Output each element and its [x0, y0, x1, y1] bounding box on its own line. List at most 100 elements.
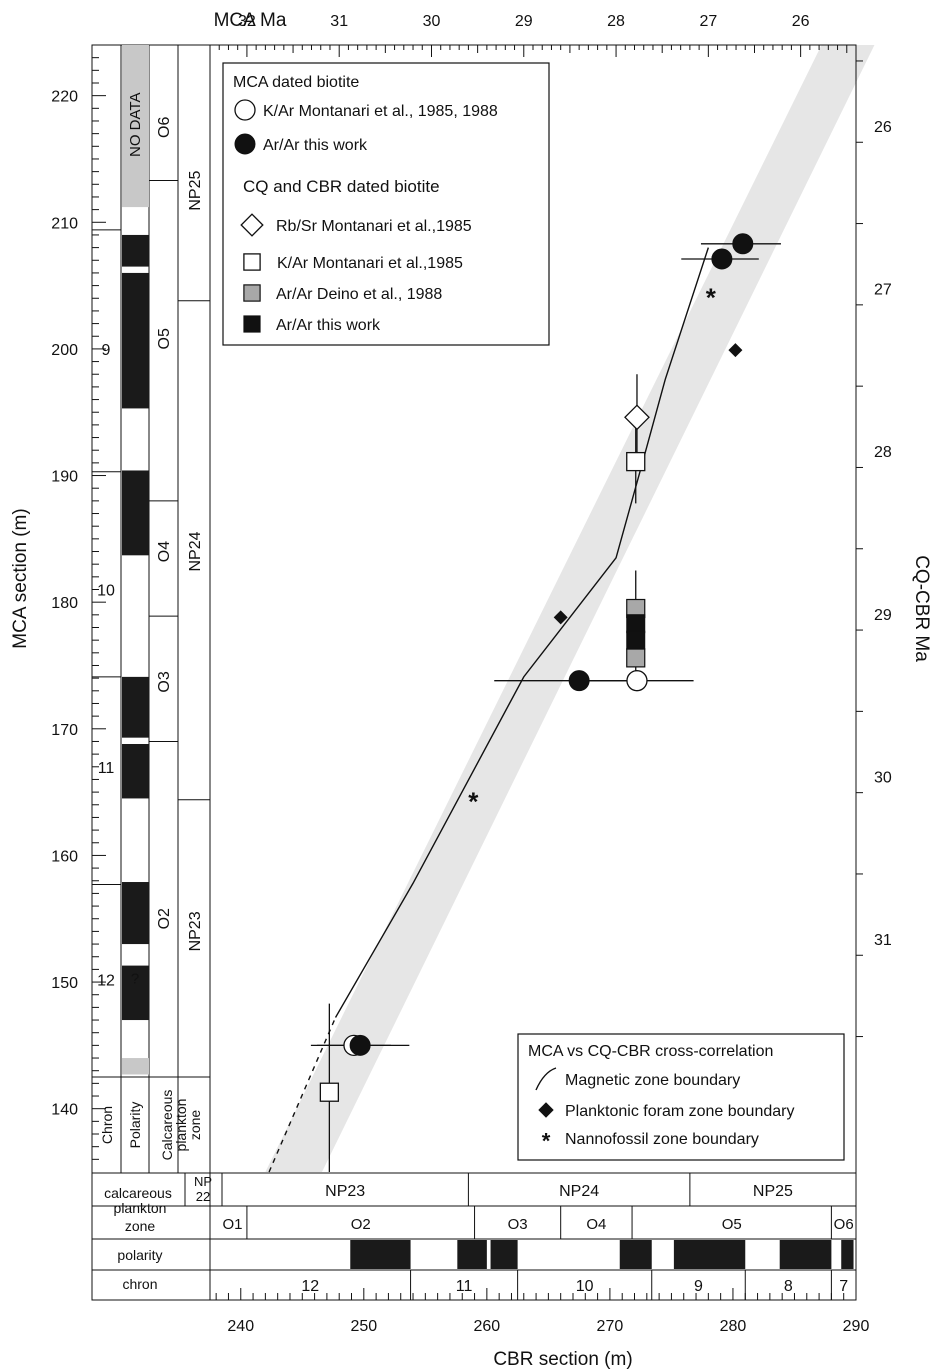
legend-correlation-box [517, 1033, 845, 1161]
polarity-question-mark: ? [131, 970, 139, 987]
header-plankton-line1: Calcareous [159, 1090, 175, 1161]
bottom-polarity-block [673, 1240, 746, 1269]
polarity-normal-block [122, 234, 149, 267]
right-tick-label: 27 [874, 282, 892, 299]
header-plankton-line2: plankton [173, 1099, 189, 1152]
legend-dated-biotite-box [222, 62, 550, 346]
ar-ar-deino-marker [626, 648, 646, 668]
magnetic-correlation-line [334, 247, 710, 1018]
outer-frame [91, 44, 857, 1301]
top-tick-label: 32 [238, 13, 256, 30]
bottom-tick-label: 240 [227, 1318, 254, 1335]
bottom-polarity-block [350, 1240, 411, 1269]
polarity-nodata-block [122, 45, 149, 208]
right-tick-label: 30 [874, 769, 892, 786]
no-data-label: NO DATA [127, 93, 144, 157]
ar-ar-cq-marker [243, 315, 261, 333]
bottom-nanno-zone-label: NP23 [325, 1183, 365, 1200]
legend-item-label: Ar/Ar this work [276, 317, 381, 334]
legend-item-label: Nannofossil zone boundary [565, 1131, 759, 1148]
polarity-normal-block [122, 272, 149, 409]
ar-ar-mca-marker [568, 670, 590, 692]
chron-label: 12 [97, 973, 115, 990]
row-label-plankton-1: calcareous [104, 1185, 172, 1201]
planktonic-foram-marker [728, 343, 743, 358]
nannofossil-marker: * [542, 1128, 551, 1153]
row-label-plankton-2: plankton [114, 1200, 167, 1216]
ar-ar-mca-marker [732, 233, 754, 255]
correlation-band [265, 45, 875, 1172]
bottom-tick-label: 290 [843, 1318, 870, 1335]
left-foram-zone-label: O4 [156, 541, 173, 562]
left-foram-zone-label: O3 [156, 671, 173, 692]
bottom-foram-zone-label: O4 [586, 1216, 606, 1233]
polarity-normal-block [122, 965, 149, 1021]
polarity-normal-block [122, 470, 149, 556]
bottom-foram-zone-label: O1 [222, 1216, 242, 1233]
bottom-nanno-zone-label: NP24 [559, 1183, 599, 1200]
legend-line-sample [535, 1067, 557, 1091]
ar-ar-mca-marker [711, 248, 733, 270]
top-tick-label: 28 [607, 13, 625, 30]
correlation-line-extrapolated [268, 1017, 337, 1173]
k-ar-mca-marker [234, 99, 256, 121]
left-tick-label: 200 [51, 342, 78, 359]
legend-heading-cq-cbr: CQ and CBR dated biotite [243, 177, 440, 196]
polarity-normal-block [122, 676, 149, 738]
left-axis-title: MCA section (m) [10, 508, 31, 648]
header-plankton-line3: zone [187, 1110, 203, 1141]
bottom-tick-label: 270 [597, 1318, 624, 1335]
bottom-nanno-zone-label: NP25 [753, 1183, 793, 1200]
legend-item-label: Rb/Sr Montanari et al.,1985 [276, 218, 472, 235]
legend-item-label: Ar/Ar Deino et al., 1988 [276, 286, 442, 303]
bottom-chron-label: 8 [784, 1278, 793, 1295]
bottom-foram-zone-label: O5 [722, 1216, 742, 1233]
left-foram-zone-label: O5 [156, 328, 173, 349]
legend-item-label: K/Ar Montanari et al.,1985 [277, 255, 463, 272]
right-tick-label: 31 [874, 932, 892, 949]
row-label-polarity: polarity [117, 1247, 162, 1263]
right-axis-title: CQ-CBR Ma [911, 555, 932, 662]
legend-item-label: Ar/Ar this work [263, 137, 368, 154]
polarity-nodata-block [122, 1058, 149, 1075]
bottom-chron-label: 12 [301, 1278, 319, 1295]
header-chron: Chron [99, 1106, 115, 1144]
bottom-chron-label: 7 [839, 1278, 848, 1295]
bottom-tick-label: 280 [720, 1318, 747, 1335]
planktonic-foram-marker [538, 1102, 554, 1118]
ar-ar-mca-marker [234, 133, 256, 155]
top-tick-label: 30 [423, 13, 441, 30]
chron-label: 11 [98, 760, 115, 777]
legend-heading-mca: MCA dated biotite [233, 74, 359, 91]
bottom-polarity-block [779, 1240, 832, 1269]
bottom-foram-zone-label: O2 [351, 1216, 371, 1233]
bottom-polarity-block [490, 1240, 518, 1269]
left-tick-label: 220 [51, 89, 78, 106]
legend-item-label: K/Ar Montanari et al., 1985, 1988 [263, 103, 498, 120]
right-tick-label: 26 [874, 119, 892, 136]
legend-heading-correlation: MCA vs CQ-CBR cross-correlation [528, 1043, 773, 1060]
bottom-chron-label: 11 [456, 1278, 473, 1295]
bottom-axis-title: CBR section (m) [493, 1349, 632, 1370]
left-foram-zone-label: O6 [156, 117, 173, 138]
nannofossil-marker: * [468, 787, 479, 817]
rb-sr-marker [240, 213, 264, 237]
row-label-chron: chron [122, 1276, 157, 1292]
ar-ar-cq-marker [626, 614, 646, 634]
k-ar-mca-marker [626, 670, 648, 692]
ar-ar-mca-marker [349, 1034, 371, 1056]
left-tick-label: 210 [51, 215, 78, 232]
bottom-tick-label: 260 [474, 1318, 501, 1335]
k-ar-cq-marker [243, 253, 261, 271]
ar-ar-deino-marker [243, 284, 261, 302]
left-tick-label: 180 [51, 595, 78, 612]
left-tick-label: 190 [51, 469, 78, 486]
k-ar-cq-marker [319, 1082, 340, 1102]
bottom-chron-label: 9 [694, 1278, 703, 1295]
np22-label-bottom: 22 [196, 1189, 210, 1204]
planktonic-foram-marker [553, 610, 568, 625]
legend-item-label: Planktonic foram zone boundary [565, 1103, 794, 1120]
header-polarity: Polarity [127, 1102, 143, 1149]
right-tick-label: 29 [874, 607, 892, 624]
